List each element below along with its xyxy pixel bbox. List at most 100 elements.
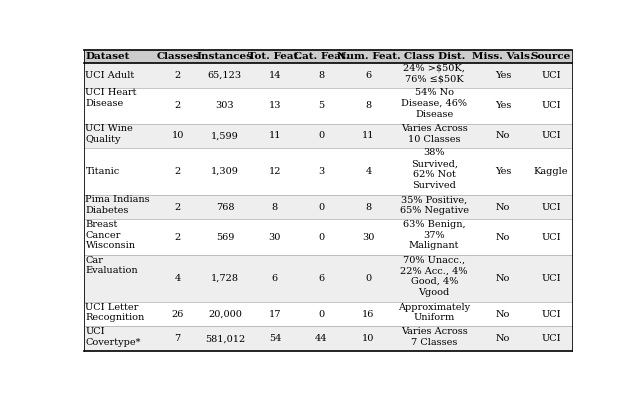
Text: UCI: UCI xyxy=(541,310,561,319)
Text: 26: 26 xyxy=(172,310,184,319)
Text: Titanic: Titanic xyxy=(86,167,120,176)
Text: 3: 3 xyxy=(318,167,324,176)
Text: 38%
Survived,
62% Not
Survived: 38% Survived, 62% Not Survived xyxy=(411,148,458,190)
Text: 12: 12 xyxy=(269,167,281,176)
Text: Dataset: Dataset xyxy=(86,52,130,61)
Text: 569: 569 xyxy=(216,233,234,242)
Text: 1,599: 1,599 xyxy=(211,131,239,140)
Bar xyxy=(84,219,572,255)
Text: 8: 8 xyxy=(272,202,278,212)
Text: 2: 2 xyxy=(175,101,181,110)
Bar xyxy=(84,64,572,88)
Bar xyxy=(84,148,572,195)
Text: 581,012: 581,012 xyxy=(205,334,245,343)
Bar xyxy=(84,50,572,64)
Text: UCI: UCI xyxy=(541,131,561,140)
Text: 2: 2 xyxy=(175,167,181,176)
Text: 2: 2 xyxy=(175,71,181,80)
Text: 4: 4 xyxy=(175,274,181,283)
Text: Miss. Vals.: Miss. Vals. xyxy=(472,52,534,61)
Text: 63% Benign,
37%
Malignant: 63% Benign, 37% Malignant xyxy=(403,220,465,251)
Text: No: No xyxy=(495,310,510,319)
Text: 44: 44 xyxy=(315,334,328,343)
Text: 1,728: 1,728 xyxy=(211,274,239,283)
Text: 0: 0 xyxy=(318,131,324,140)
Text: UCI: UCI xyxy=(541,202,561,212)
Text: Yes: Yes xyxy=(495,71,511,80)
Text: UCI Heart
Disease: UCI Heart Disease xyxy=(86,88,137,108)
Text: 768: 768 xyxy=(216,202,234,212)
Text: 1,309: 1,309 xyxy=(211,167,239,176)
Text: 24% >$50K,
76% ≤$50K: 24% >$50K, 76% ≤$50K xyxy=(403,64,465,84)
Text: 2: 2 xyxy=(175,233,181,242)
Text: 14: 14 xyxy=(269,71,281,80)
Text: No: No xyxy=(495,233,510,242)
Text: 10: 10 xyxy=(362,334,374,343)
Text: 0: 0 xyxy=(318,202,324,212)
Text: 30: 30 xyxy=(362,233,374,242)
Text: 0: 0 xyxy=(318,310,324,319)
Text: 30: 30 xyxy=(269,233,281,242)
Text: UCI Wine
Quality: UCI Wine Quality xyxy=(86,124,133,144)
Text: 11: 11 xyxy=(362,131,374,140)
Bar xyxy=(84,88,572,123)
Text: 0: 0 xyxy=(318,233,324,242)
Text: 54: 54 xyxy=(269,334,281,343)
Text: Yes: Yes xyxy=(495,167,511,176)
Text: 0: 0 xyxy=(365,274,371,283)
Text: 5: 5 xyxy=(318,101,324,110)
Text: Varies Across
7 Classes: Varies Across 7 Classes xyxy=(401,327,468,347)
Text: UCI: UCI xyxy=(541,71,561,80)
Text: 13: 13 xyxy=(269,101,281,110)
Text: Tot. Feat.: Tot. Feat. xyxy=(248,52,302,61)
Text: 70% Unacc.,
22% Acc., 4%
Good, 4%
Vgood: 70% Unacc., 22% Acc., 4% Good, 4% Vgood xyxy=(401,256,468,297)
Bar xyxy=(84,302,572,326)
Text: Approximately
Uniform: Approximately Uniform xyxy=(398,303,470,322)
Text: 7: 7 xyxy=(175,334,181,343)
Text: 17: 17 xyxy=(269,310,281,319)
Text: 16: 16 xyxy=(362,310,374,319)
Text: 20,000: 20,000 xyxy=(208,310,242,319)
Text: Num. Feat.: Num. Feat. xyxy=(337,52,400,61)
Text: 35% Positive,
65% Negative: 35% Positive, 65% Negative xyxy=(400,195,468,215)
Text: 6: 6 xyxy=(318,274,324,283)
Text: 4: 4 xyxy=(365,167,371,176)
Text: Yes: Yes xyxy=(495,101,511,110)
Text: Classes: Classes xyxy=(156,52,199,61)
Text: Cat. Feat.: Cat. Feat. xyxy=(294,52,349,61)
Text: No: No xyxy=(495,274,510,283)
Text: UCI: UCI xyxy=(541,101,561,110)
Text: No: No xyxy=(495,202,510,212)
Text: 65,123: 65,123 xyxy=(208,71,242,80)
Text: 54% No
Disease, 46%
Disease: 54% No Disease, 46% Disease xyxy=(401,88,467,119)
Text: Class Dist.: Class Dist. xyxy=(403,52,465,61)
Text: 8: 8 xyxy=(365,101,371,110)
Text: Pima Indians
Diabetes: Pima Indians Diabetes xyxy=(86,195,150,215)
Text: 2: 2 xyxy=(175,202,181,212)
Text: UCI
Covertype*: UCI Covertype* xyxy=(86,327,141,347)
Text: 303: 303 xyxy=(216,101,234,110)
Text: UCI Letter
Recognition: UCI Letter Recognition xyxy=(86,303,145,322)
Bar xyxy=(84,326,572,351)
Bar xyxy=(84,195,572,219)
Text: Instances: Instances xyxy=(197,52,253,61)
Text: No: No xyxy=(495,334,510,343)
Text: UCI: UCI xyxy=(541,274,561,283)
Text: UCI Adult: UCI Adult xyxy=(86,71,134,80)
Text: UCI: UCI xyxy=(541,233,561,242)
Text: 8: 8 xyxy=(365,202,371,212)
Text: 11: 11 xyxy=(269,131,281,140)
Text: Kaggle: Kaggle xyxy=(534,167,568,176)
Text: 8: 8 xyxy=(318,71,324,80)
Text: UCI: UCI xyxy=(541,334,561,343)
Text: 6: 6 xyxy=(365,71,371,80)
Bar xyxy=(84,255,572,302)
Text: Source: Source xyxy=(531,52,571,61)
Text: No: No xyxy=(495,131,510,140)
Text: 10: 10 xyxy=(172,131,184,140)
Text: Varies Across
10 Classes: Varies Across 10 Classes xyxy=(401,124,468,144)
Text: Car
Evaluation: Car Evaluation xyxy=(86,256,138,276)
Text: 6: 6 xyxy=(272,274,278,283)
Bar xyxy=(84,123,572,148)
Text: Breast
Cancer
Wisconsin: Breast Cancer Wisconsin xyxy=(86,220,136,251)
